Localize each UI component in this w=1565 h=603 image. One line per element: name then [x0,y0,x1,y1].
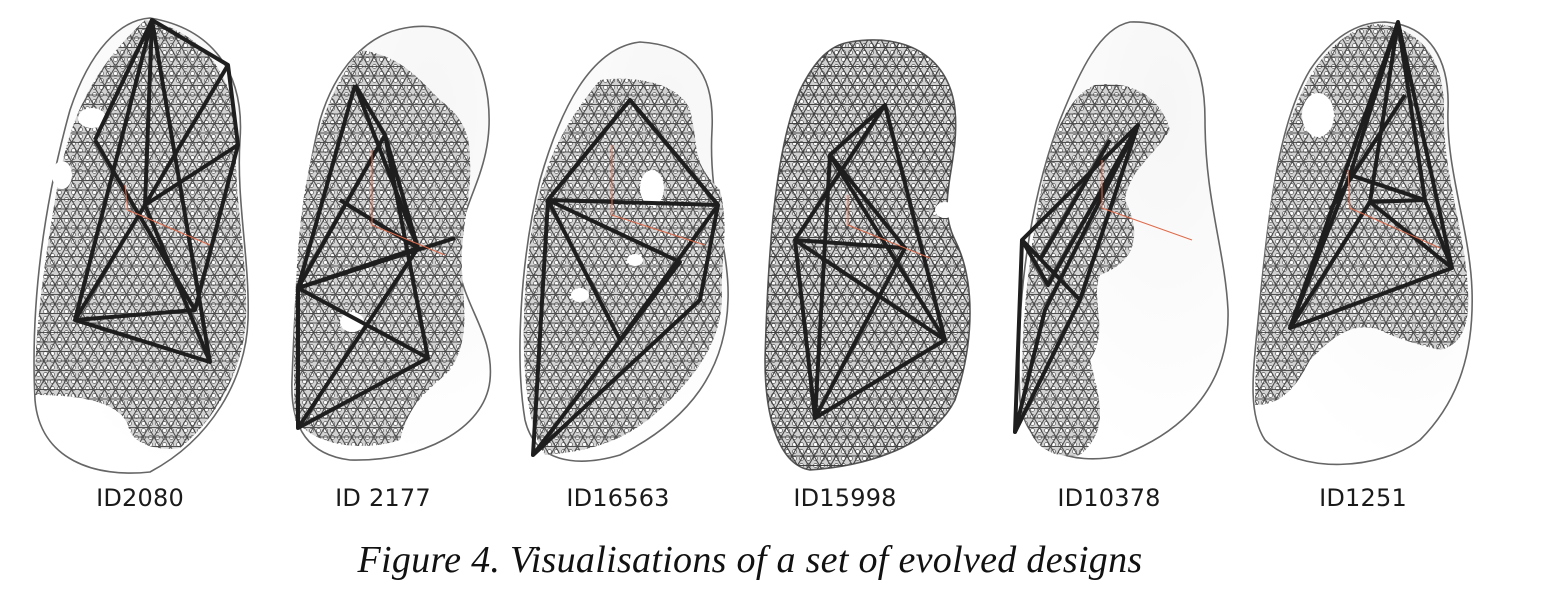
design-id10378 [1013,21,1229,460]
axis-marker [124,184,211,246]
axis-marker [847,195,931,259]
design-id2080 [33,17,249,474]
structural-struts [793,103,947,420]
axis-marker [1347,169,1441,249]
structural-struts [1013,123,1140,434]
structural-struts [531,98,720,457]
design-label-id15998: ID15998 [793,484,897,512]
design-label-id1251: ID1251 [1319,484,1407,512]
structural-struts [73,18,240,364]
design-id15998 [764,39,971,471]
axis-marker [371,150,446,256]
design-label-id2080: ID2080 [96,484,184,512]
axis-marker [611,145,706,246]
axis-marker [1101,160,1193,241]
design-label-id16563: ID16563 [566,484,670,512]
design-id2177 [291,25,492,461]
design-label-id2177: ID 2177 [335,484,431,512]
design-id1251 [1252,20,1473,466]
evolved-designs-figure [33,17,1473,474]
structural-struts [296,83,456,430]
figure-caption: Figure 4. Visualisations of a set of evo… [357,539,1143,581]
design-label-id10378: ID10378 [1057,484,1161,512]
design-id16563 [519,41,729,462]
